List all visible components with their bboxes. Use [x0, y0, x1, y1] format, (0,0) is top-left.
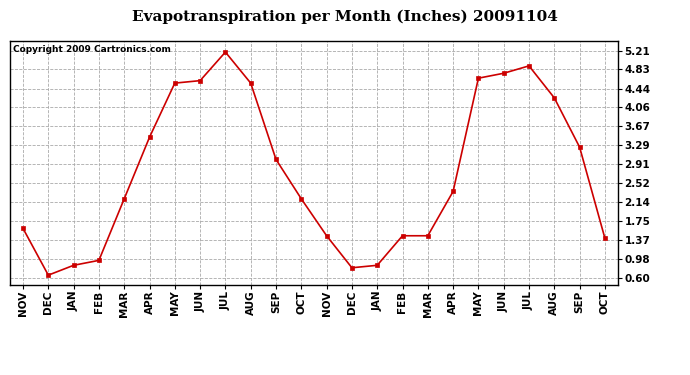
Text: Evapotranspiration per Month (Inches) 20091104: Evapotranspiration per Month (Inches) 20…	[132, 9, 558, 24]
Text: Copyright 2009 Cartronics.com: Copyright 2009 Cartronics.com	[13, 45, 171, 54]
